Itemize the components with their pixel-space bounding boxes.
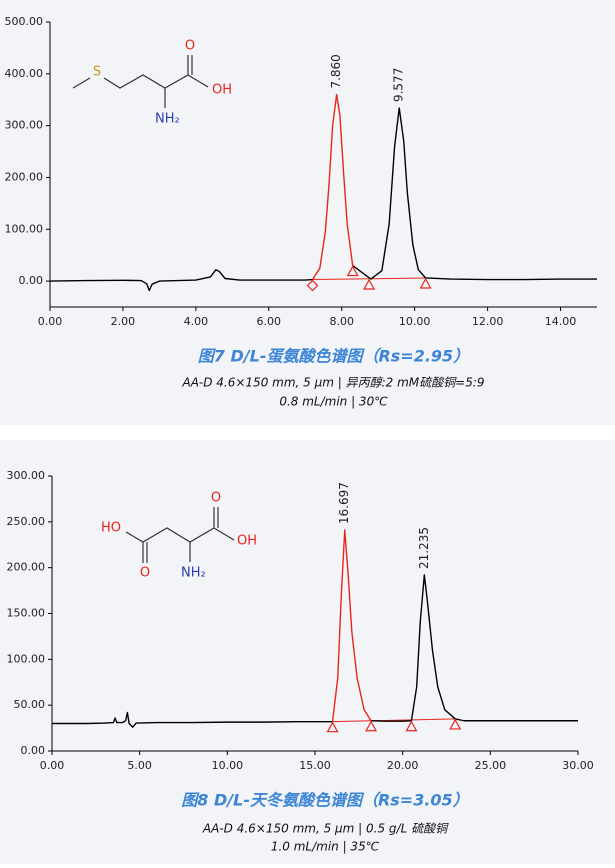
atom-label: OH xyxy=(212,83,232,98)
y-tick-label: 0.00 xyxy=(21,744,46,757)
peak-label: 21.235 xyxy=(417,527,431,569)
peak-mark xyxy=(306,279,319,292)
atom-label: NH₂ xyxy=(155,112,180,127)
y-tick-label: 500.00 xyxy=(5,15,44,28)
peak-mark xyxy=(419,277,432,289)
chart-title: 图8 D/L-天冬氨酸色谱图（Rs=3.05） xyxy=(181,791,468,810)
peak-mark xyxy=(346,265,359,277)
y-tick-label: 100.00 xyxy=(5,222,44,235)
y-tick-label: 50.00 xyxy=(14,698,46,711)
x-tick-label: 10.00 xyxy=(212,759,244,772)
peak-mark xyxy=(365,720,378,732)
atom-label: O xyxy=(185,39,195,54)
atom-label: O xyxy=(211,491,221,506)
peak-mark xyxy=(405,720,418,732)
trace xyxy=(52,574,578,728)
molecule-2: HO O O OH NH₂ xyxy=(101,491,257,581)
molecule-1: S O OH NH₂ xyxy=(72,39,232,127)
chart-subtitle: AA-D 4.6×150 mm, 5 μm | 异丙醇:2 mM硫酸铜=5:9 xyxy=(181,376,484,390)
x-tick-label: 30.00 xyxy=(562,759,594,772)
atom-label: OH xyxy=(237,534,257,549)
atom-label: O xyxy=(140,566,150,581)
atom-label: S xyxy=(93,65,101,80)
y-tick-label: 300.00 xyxy=(5,119,44,132)
y-tick-label: 200.00 xyxy=(7,561,46,574)
integration-baseline xyxy=(312,277,426,281)
x-tick-label: 0.00 xyxy=(40,759,65,772)
peak-mark xyxy=(363,278,376,290)
x-tick-label: 10.00 xyxy=(399,315,431,328)
trace xyxy=(49,107,597,292)
panel-bg xyxy=(0,440,615,864)
atom-label: HO xyxy=(101,521,121,536)
atom-label: NH₂ xyxy=(181,566,206,581)
y-tick-label: 250.00 xyxy=(7,515,46,528)
chart-subtitle: 1.0 mL/min | 35℃ xyxy=(271,840,380,854)
x-tick-label: 0.00 xyxy=(38,315,63,328)
peak-label: 9.577 xyxy=(392,68,406,102)
peak-label: 16.697 xyxy=(337,482,351,524)
peak-mark xyxy=(449,718,462,730)
x-tick-label: 14.00 xyxy=(545,315,577,328)
x-tick-label: 5.00 xyxy=(127,759,152,772)
integration-baseline xyxy=(332,718,456,723)
x-tick-label: 12.00 xyxy=(472,315,504,328)
trace xyxy=(311,93,354,280)
chart-subtitle: AA-D 4.6×150 mm, 5 μm | 0.5 g/L 硫酸铜 xyxy=(202,822,449,836)
peak-label: 7.860 xyxy=(329,54,343,88)
chart-title: 图7 D/L-蛋氨酸色谱图（Rs=2.95） xyxy=(198,347,469,366)
y-tick-label: 200.00 xyxy=(5,170,44,183)
peak-mark xyxy=(326,721,339,733)
x-tick-label: 20.00 xyxy=(387,759,419,772)
x-tick-label: 8.00 xyxy=(329,315,354,328)
y-tick-label: 150.00 xyxy=(7,607,46,620)
chart-subtitle: 0.8 mL/min | 30℃ xyxy=(279,395,388,409)
panel-bg xyxy=(0,0,615,425)
x-tick-label: 6.00 xyxy=(257,315,282,328)
x-tick-label: 25.00 xyxy=(475,759,507,772)
y-tick-label: 300.00 xyxy=(7,469,46,482)
trace xyxy=(331,529,372,722)
x-tick-label: 15.00 xyxy=(299,759,331,772)
y-tick-label: 100.00 xyxy=(7,652,46,665)
x-tick-label: 2.00 xyxy=(111,315,136,328)
y-tick-label: 0.00 xyxy=(19,274,44,287)
x-tick-label: 4.00 xyxy=(184,315,209,328)
y-tick-label: 400.00 xyxy=(5,67,44,80)
